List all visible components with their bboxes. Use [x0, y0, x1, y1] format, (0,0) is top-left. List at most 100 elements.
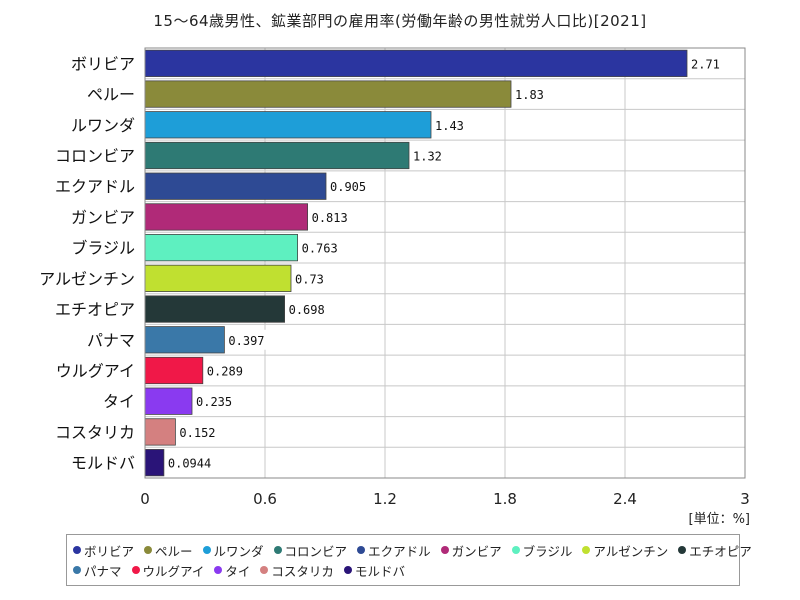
- bar: [144, 111, 432, 139]
- data-label-background: [292, 268, 327, 289]
- legend-item: ウルグアイ: [131, 561, 205, 580]
- x-tick-label: 1.8: [493, 490, 517, 508]
- legend-label: ボリビア: [84, 543, 135, 559]
- bar: [144, 449, 165, 477]
- data-label-background: [432, 114, 467, 135]
- bar: [144, 141, 410, 170]
- data-label: 1.32: [413, 150, 442, 164]
- legend-label: タイ: [225, 563, 251, 579]
- bar: [144, 80, 512, 108]
- legend-item: モルドバ: [343, 561, 405, 580]
- legend-item: ガンビア: [440, 541, 502, 560]
- data-label-background: [203, 360, 246, 381]
- bar: [144, 234, 299, 262]
- legend-label: エクアドル: [368, 543, 431, 559]
- legend-marker: [511, 546, 520, 554]
- data-label: 0.235: [196, 395, 232, 409]
- bar: [144, 326, 225, 354]
- legend-label: ルワンダ: [213, 543, 264, 559]
- legend: ボリビア ペルー ルワンダ コロンビア エクアドル ガンビア ブラジル アルゼンチン エチオピア…: [66, 534, 752, 586]
- data-label-background: [164, 452, 215, 473]
- legend-item: パナマ: [73, 561, 122, 580]
- legend-item: ボリビア: [73, 541, 134, 560]
- category-label: ボリビア: [71, 54, 135, 73]
- bar: [144, 203, 309, 231]
- legend-label: コロンビア: [284, 543, 348, 559]
- legend-marker: [343, 566, 352, 574]
- data-label-background: [688, 53, 723, 74]
- legend-label: ペルー: [155, 543, 193, 559]
- legend-marker: [73, 546, 81, 554]
- legend-label: ブラジル: [522, 543, 573, 559]
- data-label-background: [176, 421, 219, 442]
- legend-label: パナマ: [84, 563, 122, 579]
- legend-item: エチオピア: [678, 541, 752, 560]
- legend-marker: [131, 566, 140, 574]
- data-label: 1.83: [515, 88, 544, 102]
- bar: [144, 49, 688, 77]
- bar: [144, 418, 176, 446]
- category-label: パナマ: [87, 331, 135, 350]
- category-label: エクアドル: [55, 177, 135, 196]
- legend-marker: [678, 546, 687, 554]
- legend-label: ガンビア: [451, 543, 502, 559]
- x-tick-label: 1.2: [373, 490, 397, 508]
- legend-marker: [260, 566, 269, 574]
- data-label-background: [512, 84, 547, 105]
- data-label-background: [410, 145, 445, 166]
- legend-label: ウルグアイ: [142, 563, 205, 579]
- x-tick-label: 0: [140, 490, 150, 508]
- data-label-background: [308, 206, 351, 227]
- data-label: 0.813: [312, 211, 348, 225]
- legend-row: パナマ ウルグアイ タイ コスタリカ モルドバ: [73, 560, 733, 580]
- data-label-background: [298, 237, 341, 258]
- data-label: 0.152: [179, 426, 215, 440]
- category-label: ペルー: [87, 85, 135, 104]
- bar: [144, 264, 292, 292]
- legend-label: アルゼンチン: [593, 543, 669, 559]
- bar: [144, 295, 286, 323]
- unit-label: [単位：%]: [688, 512, 751, 527]
- x-tick-label: 2.4: [613, 490, 637, 508]
- x-tick-label: 0.6: [253, 490, 277, 508]
- category-label: タイ: [103, 392, 135, 411]
- data-label: 0.763: [302, 242, 338, 256]
- legend-marker: [214, 566, 223, 574]
- category-label: モルドバ: [71, 454, 135, 473]
- data-label: 1.43: [435, 119, 464, 133]
- category-label: アルゼンチン: [39, 269, 135, 288]
- plot-frame: [144, 47, 746, 479]
- legend-marker: [273, 546, 282, 554]
- data-label: 0.698: [289, 303, 325, 317]
- legend-item: アルゼンチン: [582, 541, 668, 560]
- data-label-background: [327, 176, 369, 197]
- bar: [144, 172, 327, 200]
- chart-title: 15～64歳男性、鉱業部門の雇用率(労働年齢の男性就労人口比)[2021]: [153, 12, 647, 30]
- data-label: 0.0944: [168, 457, 211, 471]
- bar: [144, 387, 193, 415]
- x-tick-label: 3: [740, 490, 750, 508]
- category-label: エチオピア: [55, 300, 135, 319]
- legend-item: エクアドル: [357, 541, 431, 560]
- legend-marker: [73, 566, 81, 574]
- data-label: 0.397: [228, 334, 264, 348]
- data-label: 0.905: [330, 180, 366, 194]
- legend-marker: [440, 546, 449, 554]
- category-label: コスタリカ: [55, 423, 135, 442]
- legend-item: コスタリカ: [260, 561, 334, 580]
- legend-item: ペルー: [144, 541, 193, 560]
- category-label: ウルグアイ: [56, 362, 135, 381]
- legend-marker: [582, 546, 591, 554]
- legend-label: コスタリカ: [271, 563, 334, 579]
- data-label: 2.71: [691, 57, 720, 71]
- data-label-background: [285, 299, 328, 320]
- legend-marker: [202, 546, 211, 554]
- legend-row: ボリビア ペルー ルワンダ コロンビア エクアドル ガンビア ブラジル アルゼンチン エチオピア: [73, 540, 752, 560]
- category-label: ブラジル: [71, 239, 135, 258]
- legend-item: ルワンダ: [202, 541, 264, 560]
- legend-item: ブラジル: [511, 541, 573, 560]
- bar: [144, 356, 204, 385]
- data-label-background: [193, 391, 235, 412]
